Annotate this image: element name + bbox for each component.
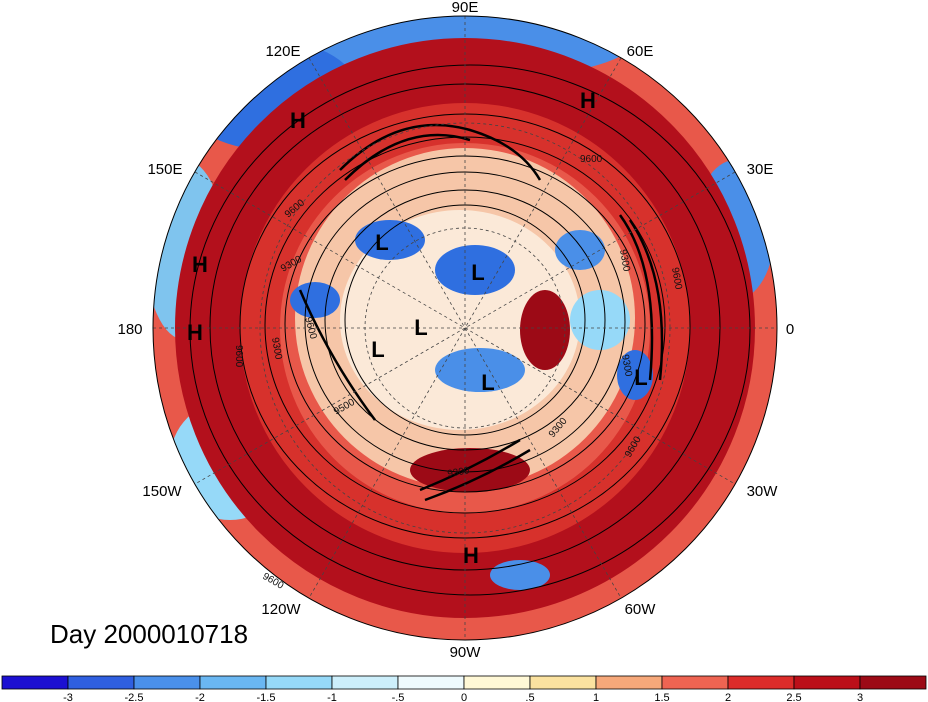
lon-label-120w: 120W [261, 601, 301, 618]
colorbar-swatch [727, 675, 795, 690]
lon-label-60w: 60W [625, 601, 657, 618]
colorbar-tick-label: -1.5 [257, 692, 276, 702]
colorbar-tick-label: 0 [461, 692, 467, 702]
colorbar-tick-label: 1.5 [654, 692, 669, 702]
cold-patch-8 [570, 290, 630, 350]
contour-label: 9600 [233, 345, 244, 368]
high-pressure-marker: H [187, 320, 203, 345]
cold-patch-4 [555, 230, 605, 270]
map-boundary [152, 15, 778, 641]
lon-label-30e: 30E [747, 161, 774, 178]
contour-label: 9300 [619, 354, 634, 378]
lon-label-180: 180 [117, 321, 142, 338]
colorbar-swatch [793, 675, 861, 690]
longitude-labels: 90E 60E 30E 0 30W 60W 90W 120W 150W 180 … [117, 0, 794, 661]
low-pressure-marker: L [481, 370, 494, 395]
colorbar-tick-label: 2.5 [786, 692, 801, 702]
colorbar-tick-label: -1 [327, 692, 337, 702]
colorbar-tick-label: -2 [195, 692, 205, 702]
contour-label: 9300 [269, 337, 284, 361]
colorbar-tick-label: -2.5 [125, 692, 144, 702]
contour-label: 9300 [447, 465, 471, 480]
colorbar-tick-label: 1 [593, 692, 599, 702]
colorbar-swatch [463, 675, 531, 690]
map-title: Day 2000010718 [50, 619, 249, 649]
cold-patch-6 [617, 350, 653, 400]
colorbar-tick-label: -.5 [392, 692, 405, 702]
pressure-markers: H H H H H L L L L L L [187, 88, 648, 568]
high-pressure-marker: H [463, 543, 479, 568]
lon-label-90e: 90E [452, 0, 479, 16]
low-pressure-marker: L [471, 260, 484, 285]
colorbar-swatch [1, 675, 69, 690]
jet-contours [298, 123, 664, 502]
lon-label-120e: 120E [265, 43, 300, 60]
colorbar-swatch [595, 675, 663, 690]
contour-label: 9600 [669, 267, 684, 291]
high-pressure-marker: H [192, 252, 208, 277]
colorbar-swatch [859, 675, 927, 690]
anomaly-field [153, 16, 777, 640]
graticule [153, 16, 777, 640]
cold-patch-3 [355, 220, 425, 260]
contour-label: 9300 [617, 249, 632, 273]
high-pressure-marker: H [290, 108, 306, 133]
cold-patch-1 [435, 245, 515, 295]
low-pressure-marker: L [371, 337, 384, 362]
contour-label: 9600 [580, 154, 603, 165]
colorbar-swatch [133, 675, 201, 690]
lon-label-90w: 90W [450, 644, 482, 661]
low-pressure-marker: L [375, 230, 388, 255]
low-pressure-marker: L [634, 365, 647, 390]
high-pressure-marker: H [580, 88, 596, 113]
colorbar-tick-label: .5 [525, 692, 534, 702]
lon-label-30w: 30W [747, 483, 779, 500]
colorbar-swatch [199, 675, 267, 690]
lon-label-60e: 60E [627, 43, 654, 60]
lon-label-0: 0 [786, 321, 794, 338]
colorbar-swatch [67, 675, 135, 690]
low-pressure-marker: L [414, 315, 427, 340]
cold-patch-5 [290, 282, 340, 318]
colorbar-swatch [397, 675, 465, 690]
colorbar: -3 -2.5 -2 -1.5 -1 -.5 0 .5 1 1.5 2 2.5 3 [1, 675, 927, 702]
colorbar-tick-label: 2 [725, 692, 731, 702]
cold-patch-2 [435, 348, 525, 392]
colorbar-swatch [265, 675, 333, 690]
colorbar-swatch [331, 675, 399, 690]
colorbar-tick-label: 3 [857, 692, 863, 702]
lon-label-150e: 150E [147, 161, 182, 178]
lon-label-150w: 150W [142, 483, 182, 500]
colorbar-swatch [529, 675, 597, 690]
warm-patch-1 [520, 290, 570, 370]
colorbar-tick-label: -3 [63, 692, 73, 702]
colorbar-swatch [661, 675, 729, 690]
